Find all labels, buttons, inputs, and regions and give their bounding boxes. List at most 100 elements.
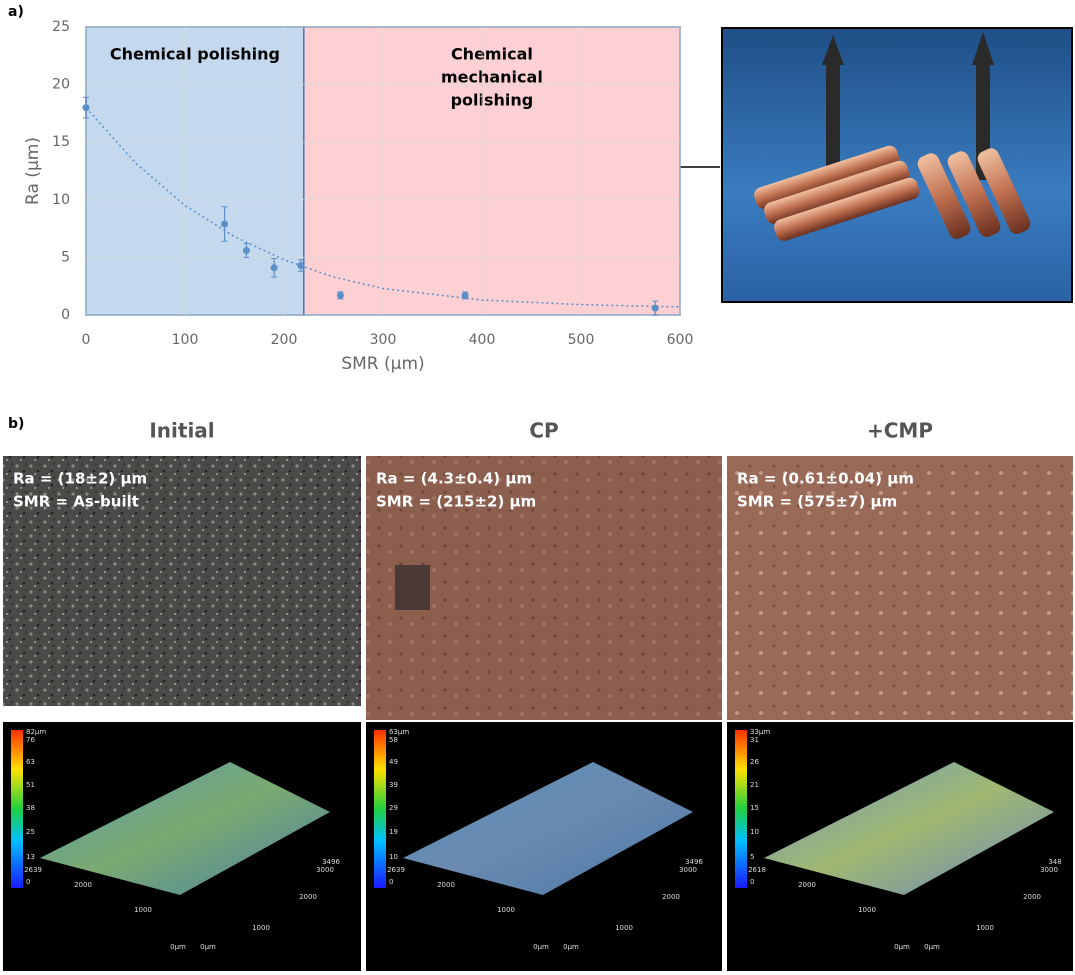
colorbar-label: 63 bbox=[26, 758, 35, 766]
axis-label-3d: 3496 bbox=[322, 858, 340, 866]
surface bbox=[764, 762, 1054, 895]
colorbar-label: 76 bbox=[26, 736, 35, 744]
point bbox=[221, 220, 229, 228]
point bbox=[270, 264, 278, 272]
region-label: Chemical bbox=[451, 45, 533, 64]
surface bbox=[403, 762, 693, 895]
colorbar-label: 33µm bbox=[750, 728, 770, 736]
colorbar-label: 63µm bbox=[389, 728, 409, 736]
axis-label-3d: 2000 bbox=[798, 881, 816, 889]
colorbar-label: 19 bbox=[389, 828, 398, 836]
point bbox=[297, 261, 305, 269]
axis-label-3d: 2639 bbox=[24, 866, 42, 874]
column-title: Initial bbox=[149, 419, 214, 443]
axis-label-3d: 1000 bbox=[134, 906, 152, 914]
ra-label: Ra = (4.3±0.4) µm bbox=[376, 470, 532, 488]
colorbar bbox=[11, 730, 23, 888]
axis-label-3d: 3000 bbox=[1040, 866, 1058, 874]
colorbar-label: 13 bbox=[26, 853, 35, 861]
column-title: CP bbox=[529, 419, 558, 443]
region-label: Chemical polishing bbox=[110, 45, 280, 64]
column-title: +CMP bbox=[867, 419, 933, 443]
y-tick-label: 25 bbox=[52, 19, 70, 35]
axis-label-3d: 0µm bbox=[563, 943, 579, 951]
point bbox=[242, 246, 250, 254]
colorbar-label: 49 bbox=[389, 758, 398, 766]
colorbar-label: 0 bbox=[389, 878, 393, 886]
colorbar-label: 15 bbox=[750, 804, 759, 812]
colorbar-label: 31 bbox=[750, 736, 759, 744]
y-axis-label: Ra (µm) bbox=[23, 137, 43, 205]
axis-label-3d: 3496 bbox=[685, 858, 703, 866]
axis-label-3d: 2618 bbox=[748, 866, 766, 874]
colorbar-label: 10 bbox=[750, 828, 759, 836]
micrograph bbox=[3, 456, 361, 706]
point bbox=[651, 304, 659, 312]
colorbar bbox=[374, 730, 386, 888]
panel-label: a) bbox=[8, 4, 24, 20]
x-tick-label: 500 bbox=[568, 332, 595, 348]
colorbar-label: 29 bbox=[389, 804, 398, 812]
point bbox=[82, 104, 90, 112]
axis-label-3d: 0µm bbox=[924, 943, 940, 951]
axis-label-3d: 1000 bbox=[252, 924, 270, 932]
region bbox=[303, 26, 681, 316]
panel-label: b) bbox=[8, 416, 24, 432]
colorbar-label: 38 bbox=[26, 804, 35, 812]
x-tick-label: 600 bbox=[667, 332, 694, 348]
axis-label-3d: 1000 bbox=[976, 924, 994, 932]
colorbar bbox=[735, 730, 747, 888]
axis-label-3d: 1000 bbox=[497, 906, 515, 914]
x-tick-label: 400 bbox=[469, 332, 496, 348]
x-tick-label: 300 bbox=[370, 332, 397, 348]
ra-label: Ra = (18±2) µm bbox=[13, 470, 147, 488]
x-axis-label: SMR (µm) bbox=[341, 354, 424, 374]
axis-label-3d: 2000 bbox=[662, 893, 680, 901]
region-label: mechanical bbox=[441, 68, 543, 87]
colorbar-label: 5 bbox=[750, 853, 754, 861]
y-tick-label: 20 bbox=[52, 77, 70, 93]
colorbar-label: 0 bbox=[750, 878, 754, 886]
axis-label-3d: 2000 bbox=[299, 893, 317, 901]
micrograph bbox=[727, 456, 1073, 720]
sample-photo bbox=[721, 27, 1073, 303]
axis-label-3d: 2000 bbox=[1023, 893, 1041, 901]
surface bbox=[40, 762, 330, 895]
colorbar-label: 10 bbox=[389, 853, 398, 861]
axis-label-3d: 0µm bbox=[894, 943, 910, 951]
point bbox=[336, 291, 344, 299]
panel-b: b) Initial Ra = (18±2) µm SMR = As-built 82µ… bbox=[8, 416, 1062, 951]
ra-label: Ra = (0.61±0.04) µm bbox=[737, 470, 914, 488]
axis-label-3d: 2000 bbox=[437, 881, 455, 889]
y-tick-label: 10 bbox=[52, 192, 70, 208]
axis-label-3d: 348 bbox=[1048, 858, 1061, 866]
region bbox=[85, 26, 305, 316]
colorbar-label: 82µm bbox=[26, 728, 46, 736]
colorbar-label: 25 bbox=[26, 828, 35, 836]
y-tick-label: 5 bbox=[61, 249, 70, 265]
axis-label-3d: 0µm bbox=[170, 943, 186, 951]
region-label: polishing bbox=[451, 91, 534, 110]
axis-label-3d: 0µm bbox=[533, 943, 549, 951]
point bbox=[461, 291, 469, 299]
defect bbox=[395, 565, 430, 610]
smr-label: SMR = (215±2) µm bbox=[376, 493, 536, 511]
axis-label-3d: 2000 bbox=[74, 881, 92, 889]
axis-label-3d: 1000 bbox=[858, 906, 876, 914]
colorbar-label: 58 bbox=[389, 736, 398, 744]
colorbar-label: 39 bbox=[389, 781, 398, 789]
y-tick-label: 15 bbox=[52, 134, 70, 150]
smr-label: SMR = As-built bbox=[13, 493, 139, 511]
smr-label: SMR = (575±7) µm bbox=[737, 493, 897, 511]
colorbar-label: 51 bbox=[26, 781, 35, 789]
trend-line bbox=[85, 107, 681, 308]
y-tick-label: 0 bbox=[61, 307, 70, 323]
axis-label-3d: 0µm bbox=[200, 943, 216, 951]
colorbar-label: 26 bbox=[750, 758, 759, 766]
colorbar-label: 0 bbox=[26, 878, 30, 886]
axis-label-3d: 1000 bbox=[615, 924, 633, 932]
axis-label-3d: 3000 bbox=[316, 866, 334, 874]
axis-label-3d: 2639 bbox=[387, 866, 405, 874]
